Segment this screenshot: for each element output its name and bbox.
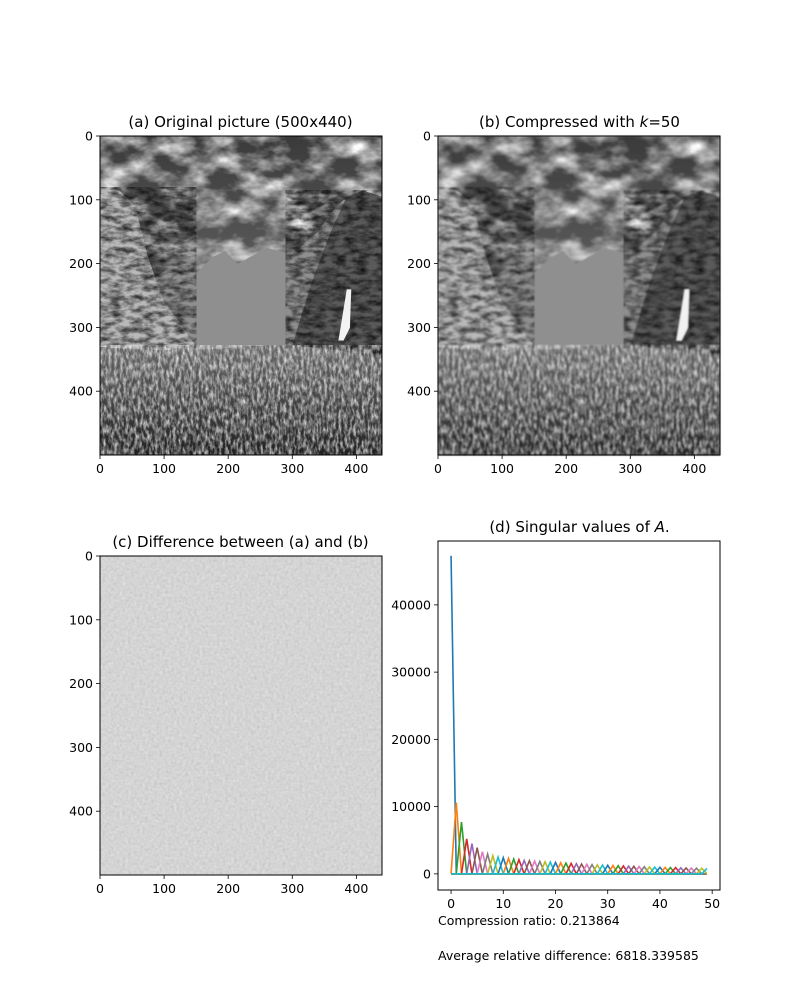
x-tick-label: 50: [704, 896, 720, 911]
x-tick-label: 200: [216, 881, 240, 896]
panel-a: (a) Original picture (500x440) 0 100 200 30…: [69, 113, 383, 476]
x-tick-label: 300: [280, 881, 304, 896]
x-tick-label: 0: [434, 461, 442, 476]
x-tick-label: 0: [96, 881, 104, 896]
panel-d-title-prefix: (d) Singular values of: [489, 518, 654, 536]
y-tick-label: 300: [69, 320, 93, 335]
x-tick-label: 30: [600, 896, 616, 911]
x-tick-label: 300: [280, 461, 304, 476]
panel-a-title: (a) Original picture (500x440): [128, 113, 352, 131]
y-tick-label: 400: [407, 384, 431, 399]
x-tick-label: 0: [96, 461, 104, 476]
y-tick-label: 300: [407, 320, 431, 335]
panel-c: (c) Difference between (a) and (b) 0 100 2…: [69, 533, 383, 896]
y-tick-label: 0: [423, 866, 431, 881]
y-tick-label: 200: [407, 256, 431, 271]
panel-c-image: [100, 556, 382, 875]
x-tick-label: 100: [152, 881, 176, 896]
panel-d-title-suffix: .: [665, 518, 670, 536]
y-tick-label: 30000: [391, 665, 431, 680]
panel-b: (b) Compressed with k=50 0 100 200 300 400 0 1…: [407, 113, 721, 476]
y-tick-label: 0: [423, 129, 431, 144]
y-tick-label: 0: [85, 549, 93, 564]
x-tick-label: 0: [447, 896, 455, 911]
panel-c-title: (c) Difference between (a) and (b): [112, 533, 368, 551]
y-tick-label: 300: [69, 740, 93, 755]
x-tick-label: 100: [152, 461, 176, 476]
x-tick-label: 400: [344, 461, 368, 476]
singular-value-line: [450, 555, 707, 875]
compression-ratio-text: Compression ratio: 0.213864: [438, 913, 620, 928]
panel-a-frame: [99, 135, 383, 456]
y-tick-label: 20000: [391, 732, 431, 747]
y-tick-label: 200: [69, 676, 93, 691]
singular-value-line: [451, 867, 708, 875]
y-tick-label: 100: [69, 192, 93, 207]
x-tick-label: 10: [495, 896, 511, 911]
panel-d-frame: [437, 540, 721, 891]
average-relative-difference-text: Average relative difference: 6818.339585: [438, 948, 699, 963]
panel-d: (d) Singular values of A. 0 10 20 30 40 50 0 10…: [391, 518, 721, 911]
y-tick-label: 400: [69, 384, 93, 399]
y-tick-label: 40000: [391, 597, 431, 612]
panel-d-title-var: A: [654, 518, 665, 536]
panel-c-frame: [99, 555, 383, 876]
y-tick-label: 10000: [391, 799, 431, 814]
y-tick-label: 100: [69, 612, 93, 627]
panel-a-image: [100, 136, 382, 456]
y-tick-label: 400: [69, 804, 93, 819]
singular-value-curves: [450, 555, 708, 875]
x-tick-label: 400: [682, 461, 706, 476]
panel-b-title-suffix: =50: [648, 113, 680, 131]
x-tick-label: 200: [554, 461, 578, 476]
panel-b-title-var: k: [640, 113, 650, 131]
x-tick-label: 300: [618, 461, 642, 476]
x-tick-label: 20: [548, 896, 564, 911]
panel-b-title: (b) Compressed with k=50: [479, 113, 680, 131]
y-tick-label: 200: [69, 256, 93, 271]
panel-b-frame: [437, 135, 721, 456]
y-tick-label: 100: [407, 192, 431, 207]
y-tick-label: 0: [85, 129, 93, 144]
panel-d-title: (d) Singular values of A.: [489, 518, 669, 536]
x-tick-label: 100: [490, 461, 514, 476]
x-tick-label: 400: [344, 881, 368, 896]
x-tick-label: 200: [216, 461, 240, 476]
x-tick-label: 40: [652, 896, 668, 911]
panel-b-title-prefix: (b) Compressed with: [479, 113, 640, 131]
panel-b-image: [438, 136, 720, 456]
